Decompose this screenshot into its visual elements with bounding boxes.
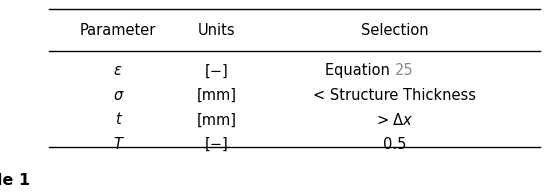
Text: Parameter: Parameter [79, 23, 156, 38]
Text: t: t [115, 112, 121, 127]
Text: Units: Units [198, 23, 235, 38]
Text: Selection: Selection [361, 23, 429, 38]
Text: T: T [113, 137, 122, 152]
Text: [−]: [−] [204, 137, 229, 152]
Text: [mm]: [mm] [197, 88, 236, 103]
Text: le 1: le 1 [0, 173, 30, 188]
Text: > $\mathit{\Delta x}$: > $\mathit{\Delta x}$ [376, 112, 413, 128]
Text: < Structure Thickness: < Structure Thickness [313, 88, 476, 103]
Text: [−]: [−] [204, 63, 229, 78]
Text: [mm]: [mm] [197, 112, 236, 127]
Text: σ: σ [113, 88, 122, 103]
Text: ε: ε [114, 63, 122, 78]
Text: 25: 25 [395, 63, 413, 78]
Text: Equation: Equation [325, 63, 395, 78]
Text: 0.5: 0.5 [383, 137, 406, 152]
